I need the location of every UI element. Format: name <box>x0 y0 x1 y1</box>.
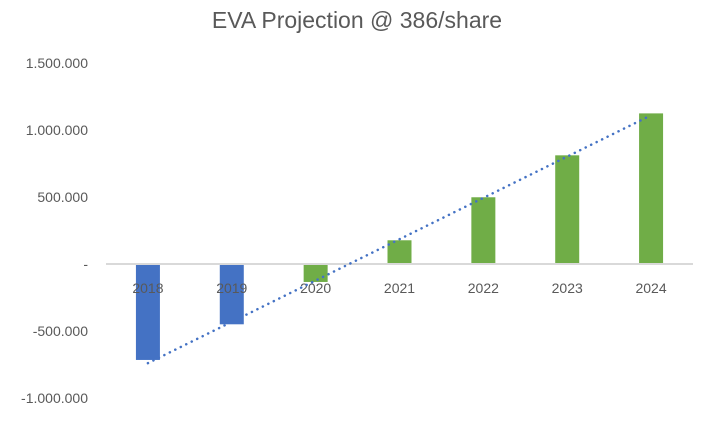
bar-2018 <box>135 264 160 360</box>
y-tick-label: - <box>83 256 88 272</box>
y-tick-label: -500.000 <box>33 323 88 339</box>
bar-2019 <box>219 264 244 325</box>
x-tick-label: 2022 <box>468 280 499 296</box>
bar-2023 <box>555 155 580 264</box>
y-tick-label: 500.000 <box>37 189 88 205</box>
y-tick-label: -1.000.000 <box>21 390 88 406</box>
x-tick-label: 2021 <box>384 280 415 296</box>
bar-2024 <box>639 113 664 264</box>
y-tick-label: 1.000.000 <box>26 122 88 138</box>
x-tick-label: 2023 <box>552 280 583 296</box>
bar-2022 <box>471 197 496 264</box>
x-tick-label: 2019 <box>216 280 247 296</box>
x-tick-label: 2024 <box>635 280 666 296</box>
chart-title: EVA Projection @ 386/share <box>212 7 502 33</box>
x-tick-label: 2018 <box>132 280 163 296</box>
x-tick-label: 2020 <box>300 280 331 296</box>
bar-2021 <box>387 240 412 264</box>
y-tick-label: 1.500.000 <box>26 55 88 71</box>
trendline <box>146 114 653 365</box>
bar-2020 <box>303 264 328 282</box>
